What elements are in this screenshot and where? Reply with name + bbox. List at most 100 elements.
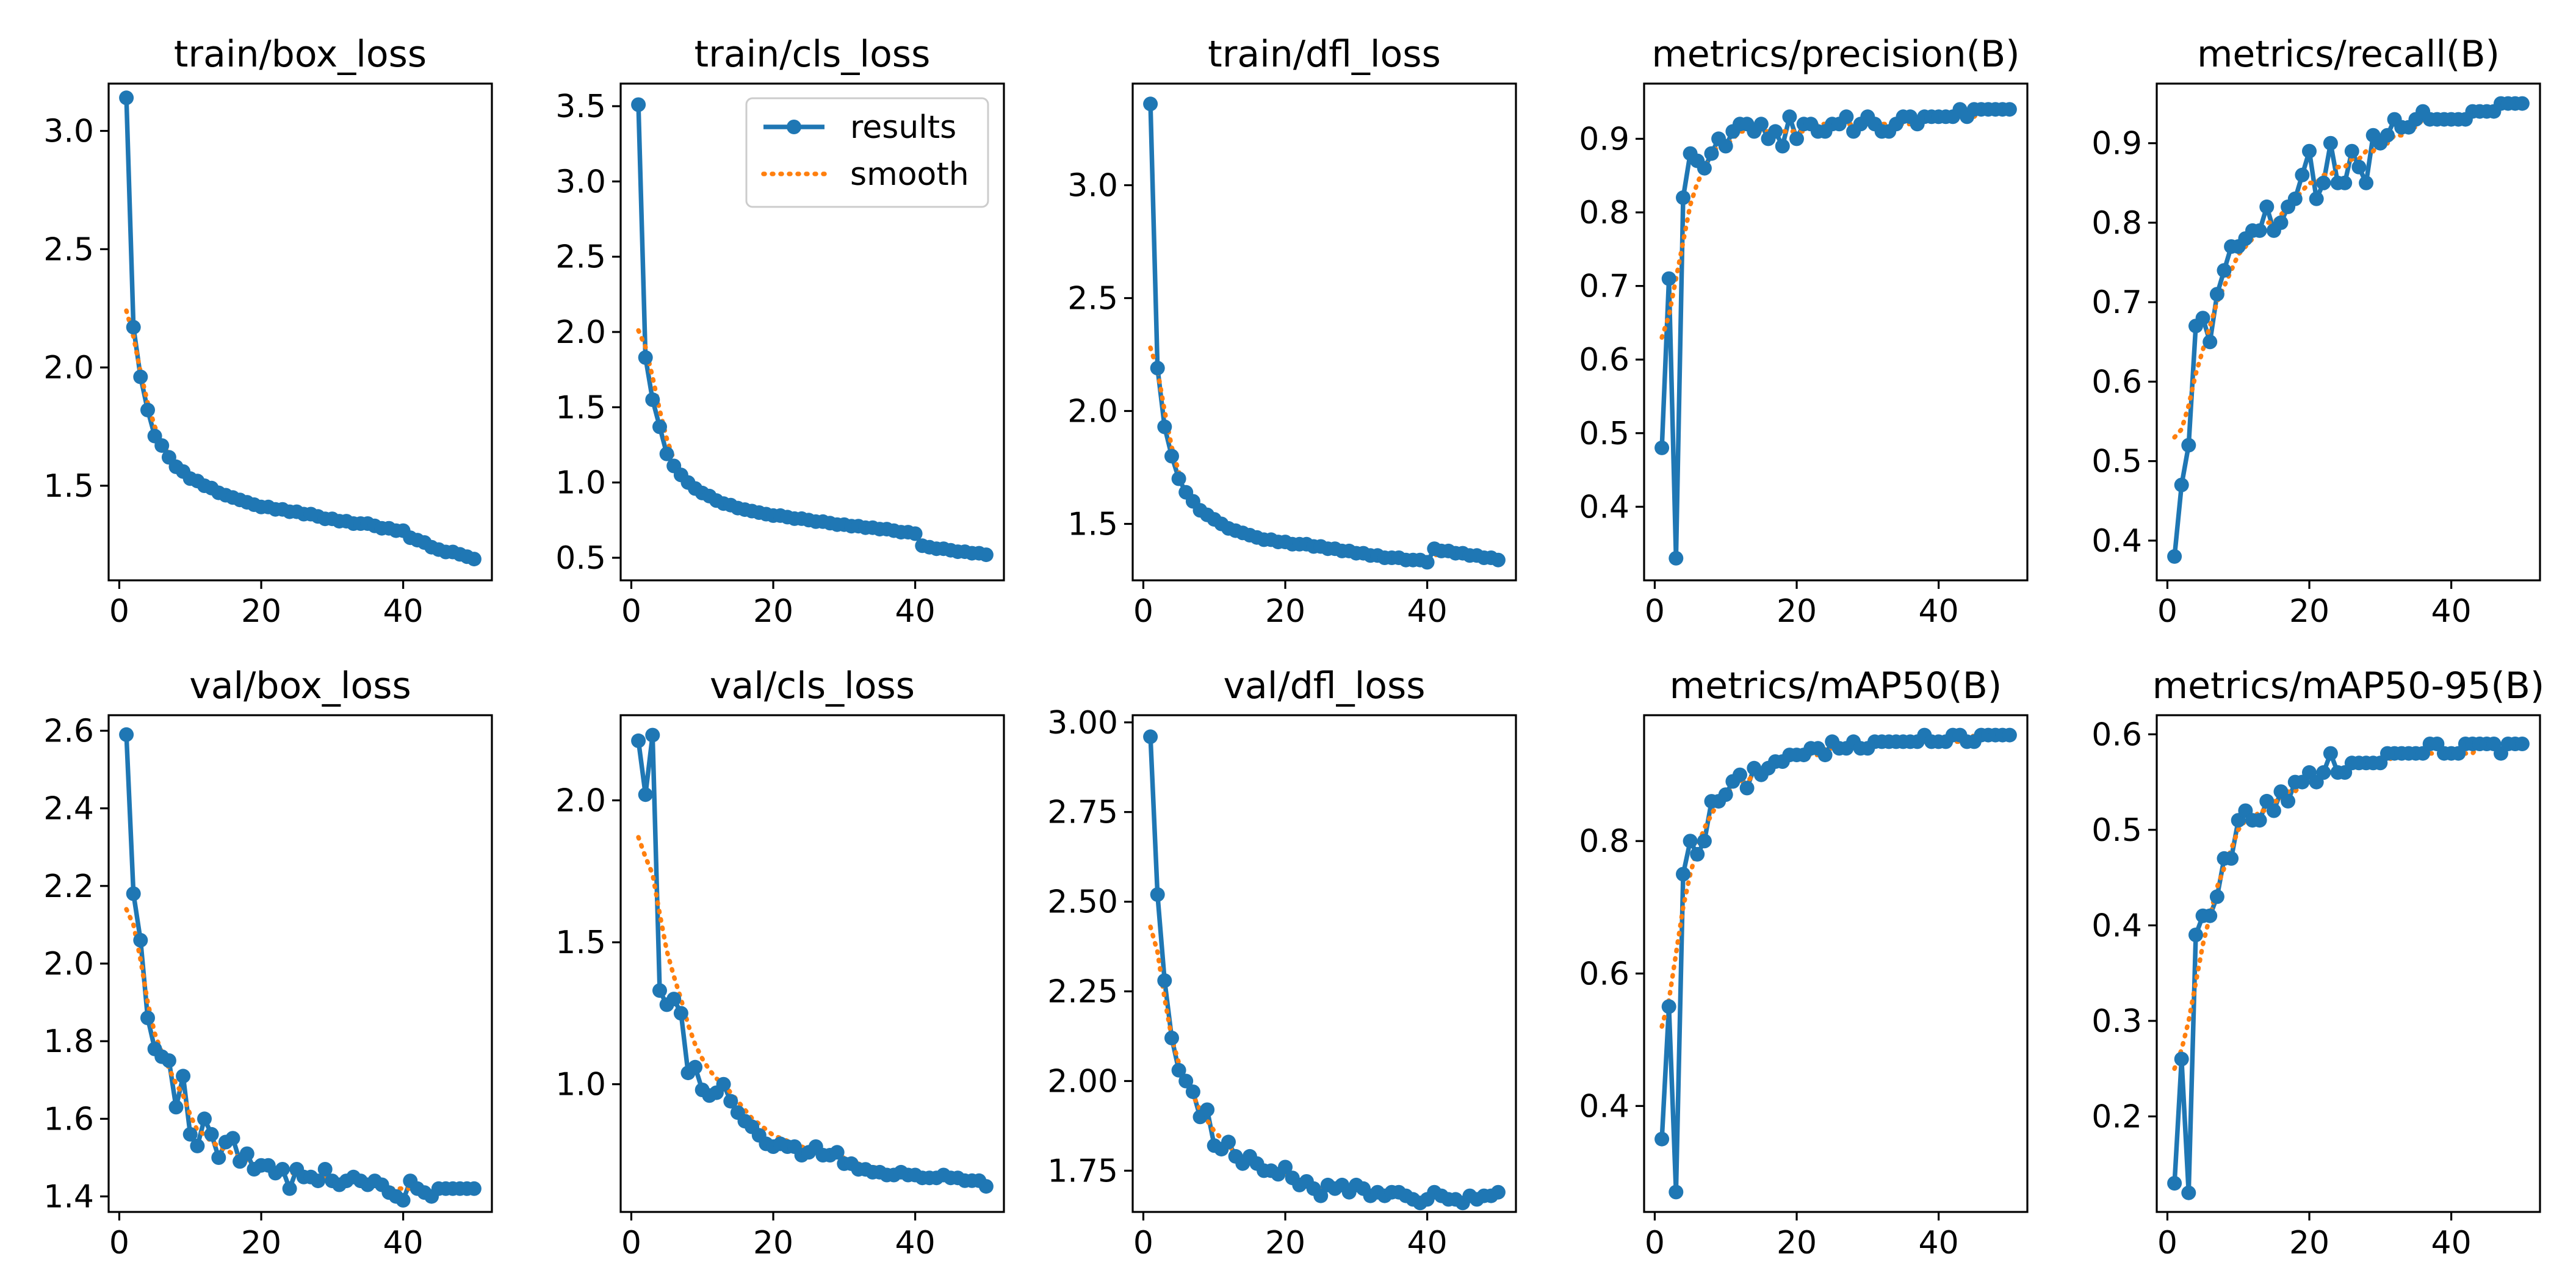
results-point <box>2167 549 2182 564</box>
subplot-title: metrics/precision(B) <box>1651 33 2019 76</box>
y-tick-label: 1.5 <box>555 389 606 426</box>
results-point <box>133 369 148 384</box>
results-point <box>140 1011 155 1025</box>
results-point <box>666 992 682 1007</box>
results-point <box>2316 765 2331 780</box>
results-point <box>2188 928 2203 942</box>
results-point <box>2344 143 2359 159</box>
results-point <box>2224 851 2239 866</box>
y-tick-label: 2.0 <box>43 350 94 386</box>
results-point <box>2002 727 2017 743</box>
results-point <box>2295 167 2310 182</box>
results-point <box>2209 889 2224 904</box>
results-point <box>197 1111 212 1127</box>
y-tick-label: 2.5 <box>1067 281 1118 317</box>
x-tick-label: 0 <box>2157 593 2177 630</box>
results-point <box>154 438 170 453</box>
x-tick-label: 40 <box>383 1225 424 1261</box>
y-tick-label: 2.0 <box>555 783 606 820</box>
results-point <box>2181 1185 2196 1200</box>
results-point <box>1733 767 1747 782</box>
results-point <box>652 419 667 434</box>
results-point <box>1200 1102 1215 1117</box>
results-point <box>2252 223 2267 238</box>
results-point <box>1697 834 1712 849</box>
results-point <box>1782 109 1797 124</box>
results-point <box>716 1076 731 1092</box>
y-tick-label: 0.7 <box>1579 269 1629 305</box>
results-point <box>2323 135 2338 151</box>
x-tick-label: 0 <box>1133 593 1153 630</box>
subplot-train_box_loss: train/box_loss 1.5 2.0 2.5 3.0 0 20 40 <box>43 33 493 630</box>
y-tick-label: 0.8 <box>1579 823 1629 860</box>
results-point <box>282 1181 297 1196</box>
y-tick-label: 0.5 <box>2091 444 2142 480</box>
results-point <box>1221 1134 1236 1150</box>
axes-frame <box>1643 714 2029 1213</box>
results-point <box>688 1059 703 1075</box>
y-tick-label: 2.2 <box>43 868 94 905</box>
subplot-title: train/box_loss <box>174 33 427 76</box>
results-point <box>2167 1176 2182 1191</box>
results-point <box>2259 199 2275 214</box>
x-tick-label: 40 <box>1919 593 1959 630</box>
legend-results-label: results <box>850 109 956 146</box>
y-tick-label: 2.0 <box>1067 394 1118 430</box>
results-point <box>1490 1184 1506 1200</box>
results-point <box>168 1100 184 1115</box>
results-point <box>1171 1062 1186 1078</box>
x-tick-label: 40 <box>2431 1225 2472 1261</box>
subplot-val_box_loss: val/box_loss 1.4 1.6 1.8 2.0 2.2 2.4 2.6 0 20 40 <box>43 665 493 1261</box>
y-tick-label: 0.9 <box>2091 126 2142 162</box>
results-point <box>1157 419 1172 434</box>
results-point <box>1171 471 1186 486</box>
x-tick-label: 40 <box>1407 593 1448 630</box>
y-tick-label: 1.6 <box>43 1101 94 1137</box>
y-tick-label: 1.0 <box>555 465 606 502</box>
results-point <box>2323 746 2338 761</box>
results-point <box>1164 449 1179 464</box>
y-tick-label: 2.0 <box>555 314 606 351</box>
results-point <box>631 97 646 112</box>
y-tick-label: 0.6 <box>2091 364 2142 400</box>
results-point <box>2217 263 2232 278</box>
results-point <box>1178 1073 1194 1089</box>
x-tick-label: 20 <box>1265 1225 1305 1261</box>
results-point <box>652 983 667 998</box>
subplot-title: train/cls_loss <box>695 33 931 76</box>
results-point <box>204 1127 219 1142</box>
legend: results smooth <box>745 97 989 208</box>
x-tick-label: 40 <box>895 593 936 630</box>
results-point <box>1789 131 1804 146</box>
results-point <box>2316 175 2331 190</box>
results-point <box>1143 96 1158 112</box>
results-point <box>275 1162 290 1177</box>
results-point <box>1775 139 1790 154</box>
y-tick-label: 3.0 <box>1067 168 1118 204</box>
subplot-val_dfl_loss: val/dfl_loss 1.75 2.00 2.25 2.50 2.75 3.00 0 20 4… <box>1047 665 1517 1261</box>
results-point <box>211 1150 226 1165</box>
results-point <box>1313 1188 1329 1203</box>
results-point <box>311 1173 326 1189</box>
y-tick-label: 2.5 <box>555 239 606 276</box>
y-tick-label: 0.4 <box>1579 489 1629 525</box>
x-tick-label: 40 <box>2431 593 2472 630</box>
results-point <box>1839 109 1854 124</box>
results-point <box>1676 867 1690 882</box>
axes-frame <box>619 82 1005 582</box>
results-point <box>2359 175 2374 190</box>
results-point <box>1683 834 1698 849</box>
results-point <box>126 320 141 335</box>
y-tick-label: 0.4 <box>2091 523 2142 560</box>
y-tick-label: 1.5 <box>43 468 94 505</box>
axes-frame <box>1131 714 1517 1213</box>
axes-frame <box>2156 714 2541 1213</box>
axes-frame <box>107 714 493 1213</box>
y-tick-label: 1.0 <box>555 1067 606 1103</box>
results-point <box>119 90 134 106</box>
results-point <box>907 526 923 541</box>
results-point <box>978 547 994 563</box>
results-point <box>225 1131 240 1146</box>
y-tick-label: 3.00 <box>1047 705 1118 741</box>
